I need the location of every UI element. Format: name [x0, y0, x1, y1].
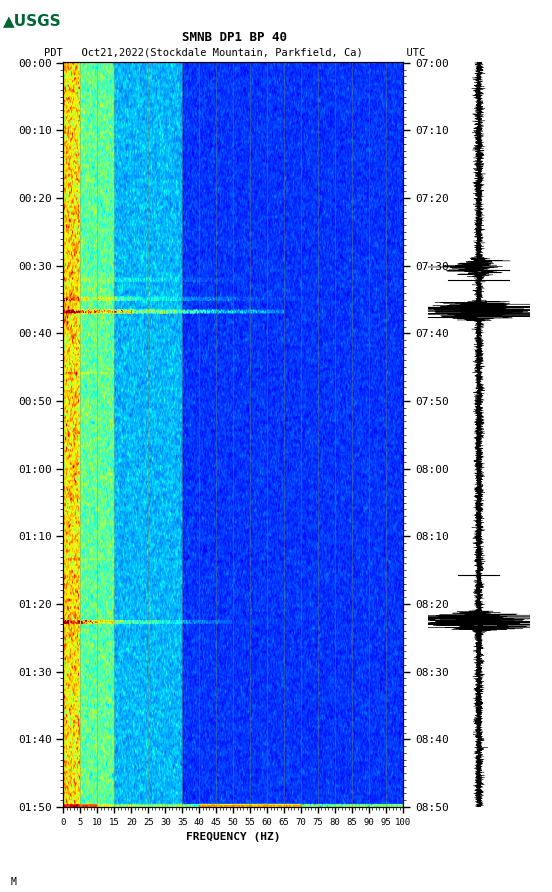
Text: ▲USGS: ▲USGS — [3, 13, 61, 28]
Text: SMNB DP1 BP 40: SMNB DP1 BP 40 — [182, 31, 287, 44]
Text: PDT   Oct21,2022(Stockdale Mountain, Parkfield, Ca)       UTC: PDT Oct21,2022(Stockdale Mountain, Parkf… — [44, 47, 425, 58]
Text: M: M — [11, 877, 17, 887]
X-axis label: FREQUENCY (HZ): FREQUENCY (HZ) — [186, 832, 280, 842]
